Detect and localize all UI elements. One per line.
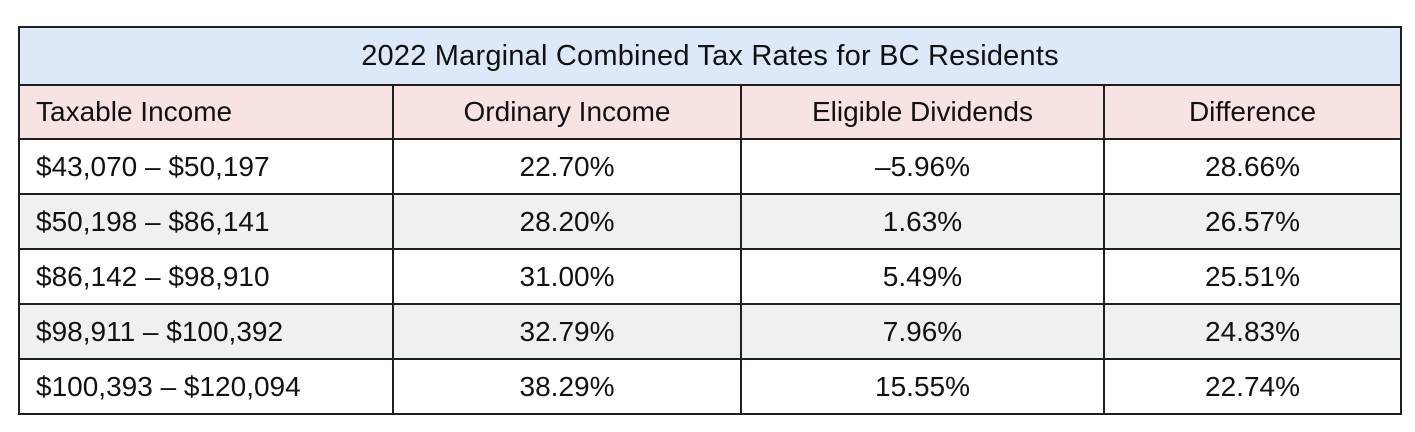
taxable-income-cell: $98,911 – $100,392	[18, 303, 394, 360]
header-eligible-dividends: Eligible Dividends	[740, 84, 1105, 140]
eligible-dividends-cell: 1.63%	[740, 193, 1105, 250]
header-difference: Difference	[1103, 84, 1402, 140]
table-row: $98,911 – $100,392 32.79% 7.96% 24.83%	[18, 303, 1402, 360]
eligible-dividends-cell: 7.96%	[740, 303, 1105, 360]
difference-cell: 28.66%	[1103, 138, 1402, 195]
eligible-dividends-cell: –5.96%	[740, 138, 1105, 195]
difference-cell: 22.74%	[1103, 358, 1402, 415]
ordinary-income-cell: 28.20%	[392, 193, 742, 250]
ordinary-income-cell: 38.29%	[392, 358, 742, 415]
table-row: $50,198 – $86,141 28.20% 1.63% 26.57%	[18, 193, 1402, 250]
table-title: 2022 Marginal Combined Tax Rates for BC …	[18, 26, 1402, 86]
difference-cell: 25.51%	[1103, 248, 1402, 305]
ordinary-income-cell: 32.79%	[392, 303, 742, 360]
eligible-dividends-cell: 15.55%	[740, 358, 1105, 415]
header-ordinary-income: Ordinary Income	[392, 84, 742, 140]
table-header-row: Taxable Income Ordinary Income Eligible …	[18, 84, 1402, 140]
taxable-income-cell: $50,198 – $86,141	[18, 193, 394, 250]
ordinary-income-cell: 22.70%	[392, 138, 742, 195]
taxable-income-cell: $86,142 – $98,910	[18, 248, 394, 305]
table-row: $86,142 – $98,910 31.00% 5.49% 25.51%	[18, 248, 1402, 305]
taxable-income-cell: $100,393 – $120,094	[18, 358, 394, 415]
table-title-row: 2022 Marginal Combined Tax Rates for BC …	[18, 26, 1402, 86]
ordinary-income-cell: 31.00%	[392, 248, 742, 305]
eligible-dividends-cell: 5.49%	[740, 248, 1105, 305]
difference-cell: 26.57%	[1103, 193, 1402, 250]
header-taxable-income: Taxable Income	[18, 84, 394, 140]
difference-cell: 24.83%	[1103, 303, 1402, 360]
table-row: $100,393 – $120,094 38.29% 15.55% 22.74%	[18, 358, 1402, 415]
taxable-income-cell: $43,070 – $50,197	[18, 138, 394, 195]
tax-rates-table: 2022 Marginal Combined Tax Rates for BC …	[18, 26, 1402, 415]
table-row: $43,070 – $50,197 22.70% –5.96% 28.66%	[18, 138, 1402, 195]
